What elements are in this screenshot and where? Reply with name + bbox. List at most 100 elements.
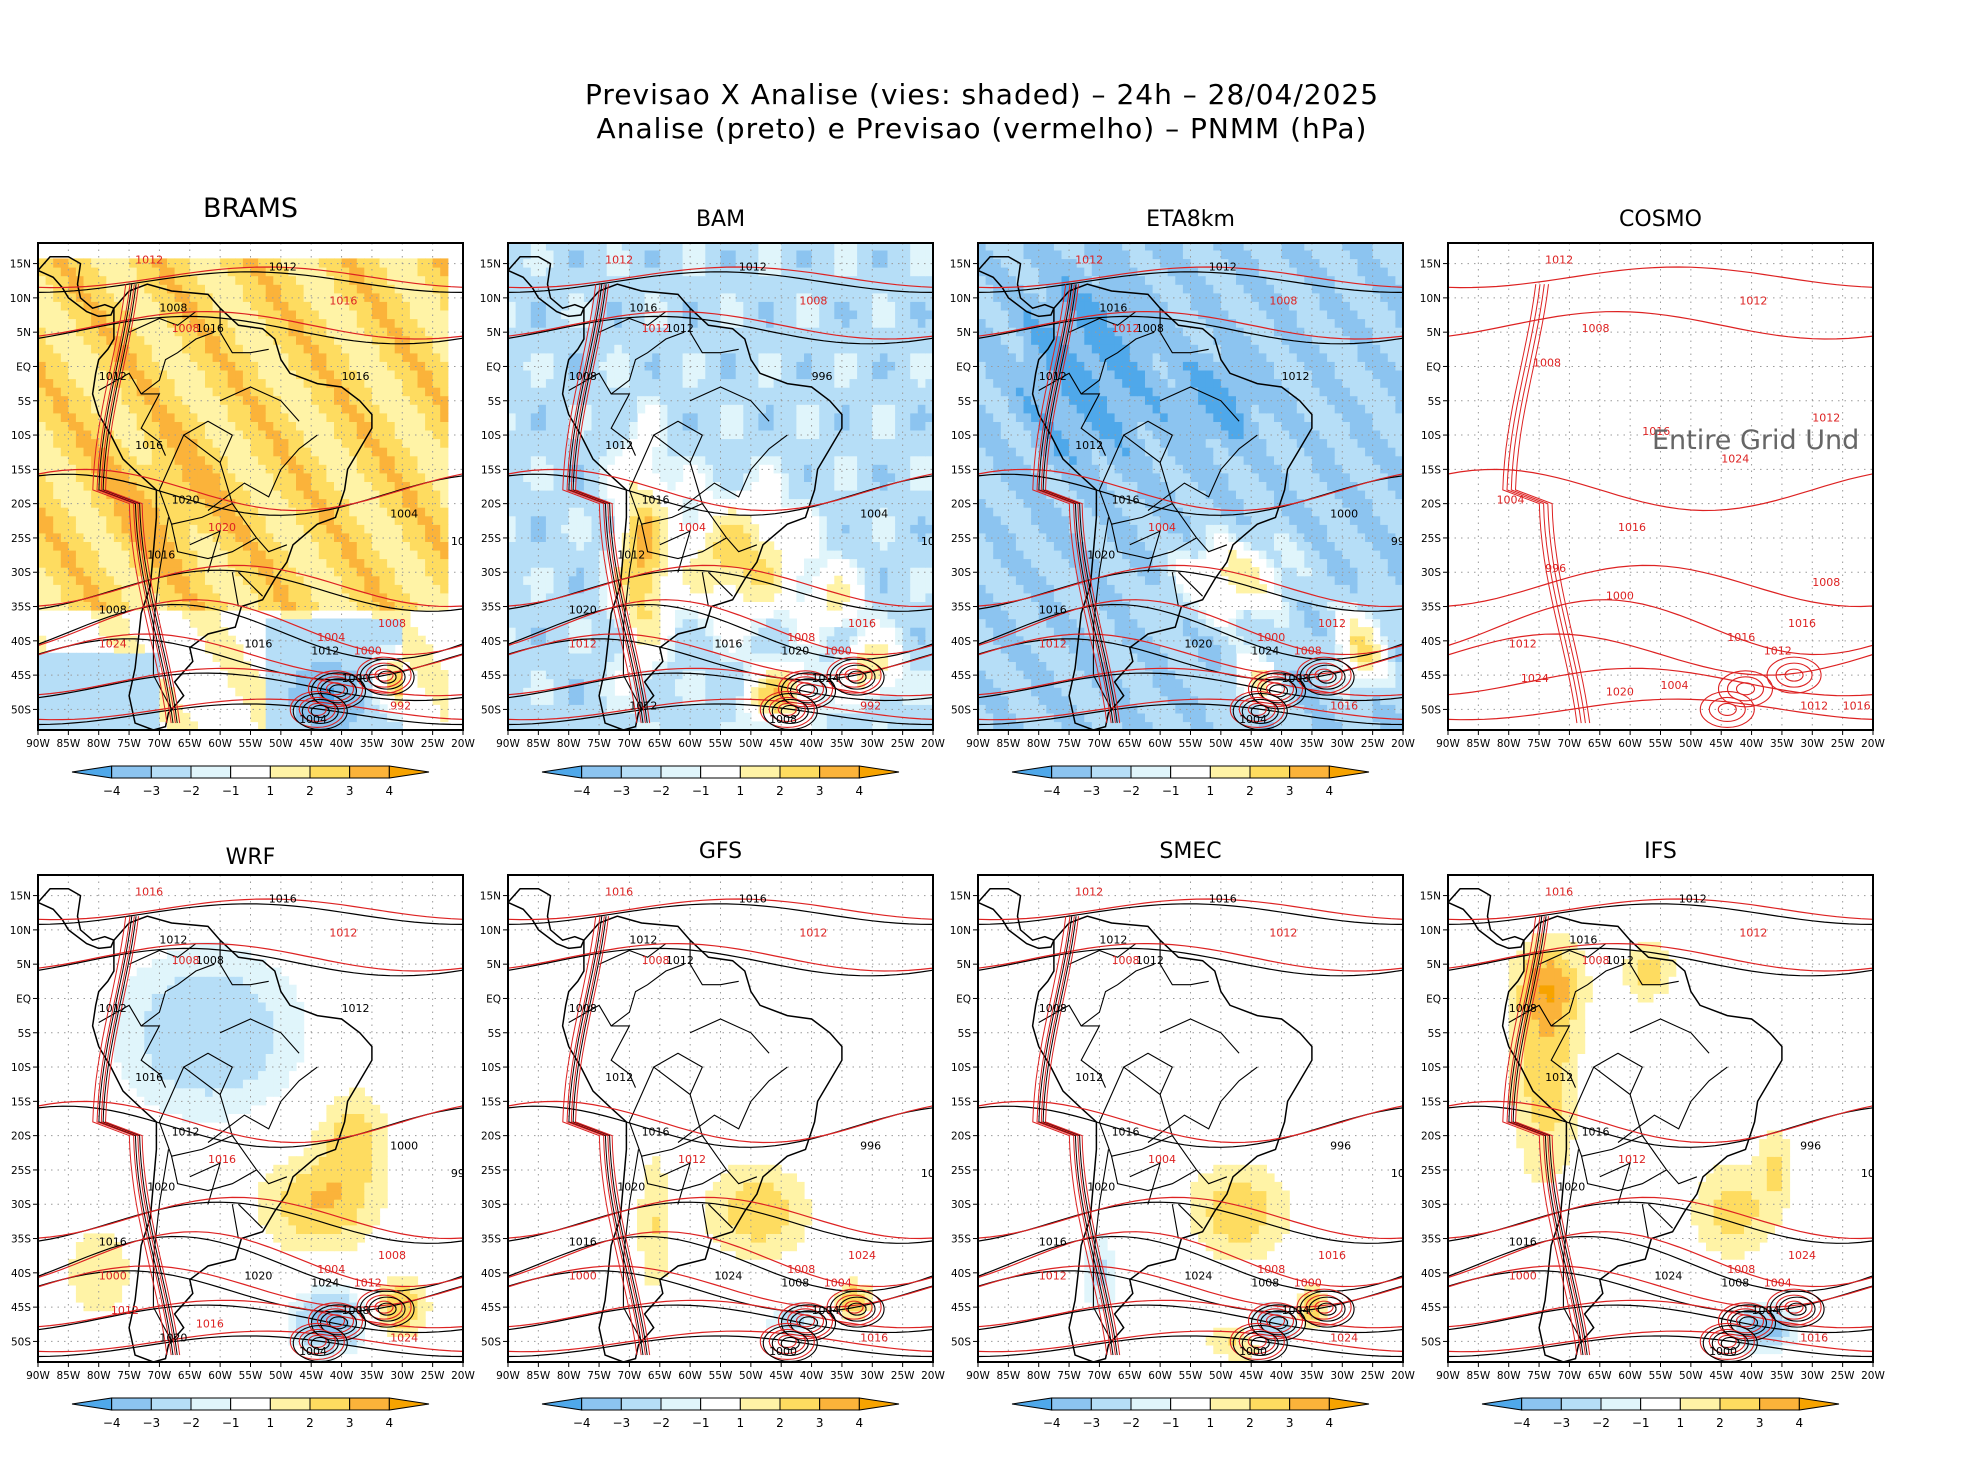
colorbar-tick-label: 2 <box>306 784 314 798</box>
analysis-isobar-label: 1012 <box>1679 892 1707 905</box>
latitude-tick-label: 10N <box>950 293 971 305</box>
colorbar-tick-label: 4 <box>1326 1416 1334 1430</box>
longitude-tick-label: 60W <box>1148 738 1172 750</box>
analysis-isobar-label: 1012 <box>1099 934 1127 947</box>
analysis-isobar-label: 1008 <box>1251 1277 1279 1290</box>
analysis-isobar-label: 1004 <box>1752 1304 1780 1317</box>
colorbar-tick-label: −1 <box>692 784 710 798</box>
latitude-tick-label: 15S <box>951 1096 971 1108</box>
colorbar-tick-label: 3 <box>346 1416 354 1430</box>
analysis-isobar-label: 996 <box>1330 1139 1351 1152</box>
forecast-isobar-label: 1012 <box>1618 1153 1646 1166</box>
forecast-isobar-label: 1012 <box>678 1153 706 1166</box>
colorbar-tick-label: 4 <box>386 1416 394 1430</box>
map-panel-smec: 1016101210121008101210161020101610241008… <box>938 871 1423 1478</box>
forecast-isobar-label: 1012 <box>1039 638 1067 651</box>
longitude-tick-label: 50W <box>1679 1370 1703 1382</box>
forecast-isobar-label: 1016 <box>605 886 633 899</box>
analysis-isobar-label: 1008 <box>569 1002 597 1015</box>
analysis-isobar-label: 1012 <box>666 322 694 335</box>
longitude-tick-label: 35W <box>1770 738 1794 750</box>
forecast-isobar-label: 1016 <box>329 295 357 308</box>
analysis-isobar-label: 1016 <box>196 322 224 335</box>
forecast-isobar-label: 1008 <box>1112 954 1140 967</box>
latitude-tick-label: 25S <box>11 533 31 545</box>
latitude-tick-label: 10S <box>11 1062 31 1074</box>
panel-title-brams: BRAMS <box>38 193 463 224</box>
longitude-tick-label: 65W <box>1118 738 1142 750</box>
latitude-tick-label: 10N <box>950 925 971 937</box>
colorbar-tick-label: −4 <box>1043 1416 1061 1430</box>
map-area: 1012101610121008101210161020101610241008… <box>1448 875 1889 1362</box>
latitude-tick-label: 5N <box>1426 959 1441 971</box>
forecast-isobar-label: 1008 <box>787 631 815 644</box>
latitude-tick-label: 35S <box>951 1234 971 1246</box>
analysis-isobar-label: 1020 <box>1087 1181 1115 1194</box>
analysis-isobar-label: 1008 <box>196 954 224 967</box>
latitude-tick-label: 5N <box>486 327 501 339</box>
analysis-isobar-label: 1016 <box>1039 1235 1067 1248</box>
latitude-tick-label: 45S <box>481 1302 501 1314</box>
colorbar-tick-label: −1 <box>692 1416 710 1430</box>
longitude-tick-label: 25W <box>1831 1370 1855 1382</box>
longitude-tick-label: 35W <box>360 738 384 750</box>
forecast-isobar-label: 1016 <box>1618 521 1646 534</box>
longitude-tick-label: 60W <box>1618 738 1642 750</box>
longitude-tick-label: 65W <box>648 738 672 750</box>
analysis-isobar-label: 1024 <box>1251 645 1279 658</box>
colorbar-tick-label: −2 <box>182 1416 200 1430</box>
longitude-tick-label: 50W <box>1209 1370 1233 1382</box>
longitude-tick-label: 90W <box>1436 1370 1460 1382</box>
analysis-isobar-label: 1012 <box>629 934 657 947</box>
forecast-isobar-label: 1000 <box>1509 1270 1537 1283</box>
longitude-tick-label: 30W <box>860 1370 884 1382</box>
analysis-isobar-label: 1016 <box>642 494 670 507</box>
map-panel-eta8km: 1012101610081012101210161020101610201024… <box>938 239 1423 846</box>
longitude-tick-label: 50W <box>1209 738 1233 750</box>
colorbar-tick-label: 1 <box>267 784 275 798</box>
latitude-tick-label: 20S <box>11 1131 31 1143</box>
forecast-isobar-label: 1004 <box>824 1277 852 1290</box>
latitude-tick-label: 45S <box>1421 670 1441 682</box>
longitude-tick-label: 35W <box>830 738 854 750</box>
analysis-isobar-label: 1012 <box>1075 1071 1103 1084</box>
longitude-tick-label: 60W <box>678 738 702 750</box>
colorbar-tick-label: 2 <box>776 1416 784 1430</box>
latitude-tick-label: 50S <box>11 704 31 716</box>
longitude-tick-label: 60W <box>208 1370 232 1382</box>
longitude-tick-label: 55W <box>709 738 733 750</box>
analysis-isobar-label: 1008 <box>769 713 797 726</box>
colorbar-tick-label: −3 <box>1552 1416 1570 1430</box>
latitude-tick-label: 10S <box>481 430 501 442</box>
longitude-tick-label: 45W <box>299 1370 323 1382</box>
forecast-isobar-label: 1000 <box>1606 590 1634 603</box>
forecast-isobar-label: 1012 <box>329 927 357 940</box>
colorbar-tick-label: −3 <box>612 784 630 798</box>
analysis-isobar-label: 1020 <box>1087 549 1115 562</box>
analysis-isobar-label: 1004 <box>812 1304 840 1317</box>
analysis-isobar-label: 1016 <box>739 892 767 905</box>
analysis-isobar-label: 1016 <box>135 1071 163 1084</box>
forecast-isobar-label: 1008 <box>1727 1263 1755 1276</box>
latitude-tick-label: 15N <box>10 891 31 903</box>
longitude-tick-label: 65W <box>648 1370 672 1382</box>
forecast-isobar-label: 1012 <box>799 927 827 940</box>
forecast-isobar-label: 1016 <box>848 617 876 630</box>
analysis-isobar-label: 1008 <box>1721 1277 1749 1290</box>
longitude-tick-label: 75W <box>1527 738 1551 750</box>
longitude-tick-label: 60W <box>1148 1370 1172 1382</box>
latitude-tick-label: 5S <box>18 1028 32 1040</box>
latitude-tick-label: EQ <box>1426 361 1441 373</box>
panel-title-smec: SMEC <box>978 839 1403 864</box>
map-panel-wrf: 1016101210081012101610121020101610201024… <box>0 871 483 1478</box>
map-area: 1016101210121008101210161020101610241008… <box>978 875 1419 1363</box>
longitude-tick-label: 35W <box>1300 738 1324 750</box>
forecast-isobar-label: 1008 <box>378 1249 406 1262</box>
forecast-isobar-label: 1024 <box>1521 672 1549 685</box>
longitude-tick-label: 80W <box>1027 738 1051 750</box>
latitude-tick-label: 20S <box>1421 499 1441 511</box>
forecast-isobar-label: 1012 <box>1269 927 1297 940</box>
longitude-tick-label: 45W <box>299 738 323 750</box>
latitude-tick-label: 10N <box>10 925 31 937</box>
